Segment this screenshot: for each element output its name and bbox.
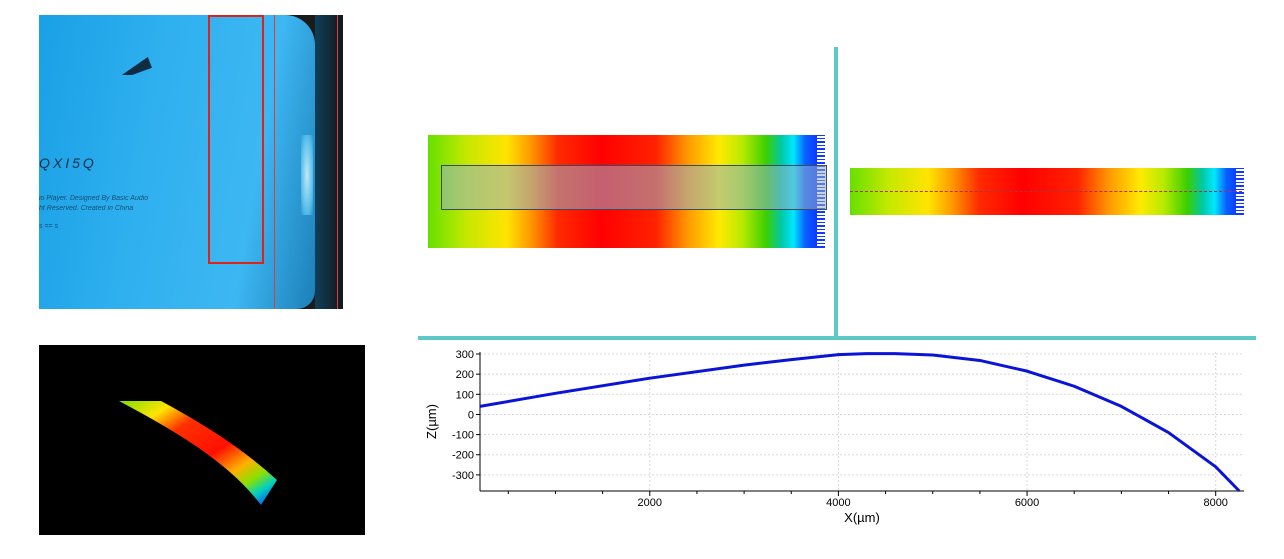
horizontal-splitter[interactable] [418,336,1256,340]
vertical-splitter[interactable] [834,47,838,337]
3d-surface-view[interactable] [39,345,365,535]
y-axis-label: Z(µm) [424,404,439,439]
y-tick-label: -300 [452,470,474,482]
reflection-highlight [301,135,313,215]
y-tick-label: 100 [456,389,474,401]
roi-rectangle[interactable] [441,165,827,210]
y-tick-label: -200 [452,450,474,462]
device-edge [315,15,343,309]
device-text-line: io Player. Designed By Basic Audio [39,195,149,202]
x-tick-label: 8000 [1203,497,1227,509]
y-tick-label: 0 [468,409,474,421]
x-axis-label: X(µm) [844,510,880,525]
device-text-line: s == s [39,223,59,230]
profile-chart-svg: 2000 4000 6000 8000 300 200 100 0 -100 -200 -300 X(… [424,349,1244,525]
y-tick-label: 200 [456,369,474,381]
device-text-line: ht Reserved. Created in China [39,205,134,212]
x-tick-label: 6000 [1015,497,1039,509]
profile-curve [479,352,1241,493]
profile-line[interactable] [850,191,1242,192]
y-tick-label: 300 [456,349,474,361]
device-surface [39,15,315,309]
y-tick-label: -100 [452,430,474,442]
3d-surface-shape [119,401,277,505]
x-tick-label: 4000 [826,497,850,509]
x-tick-label: 2000 [638,497,662,509]
device-brand-text: QXI5Q [39,155,97,171]
height-map-right[interactable] [850,168,1244,215]
measurement-selection-rect[interactable] [208,15,264,264]
guide-line [274,15,275,309]
profile-chart: 2000 4000 6000 8000 300 200 100 0 -100 -200 -300 X(… [418,342,1268,532]
sample-photo: QXI5Q io Player. Designed By Basic Audio… [39,15,343,309]
guide-line [337,15,338,309]
height-map-left[interactable] [428,135,827,248]
